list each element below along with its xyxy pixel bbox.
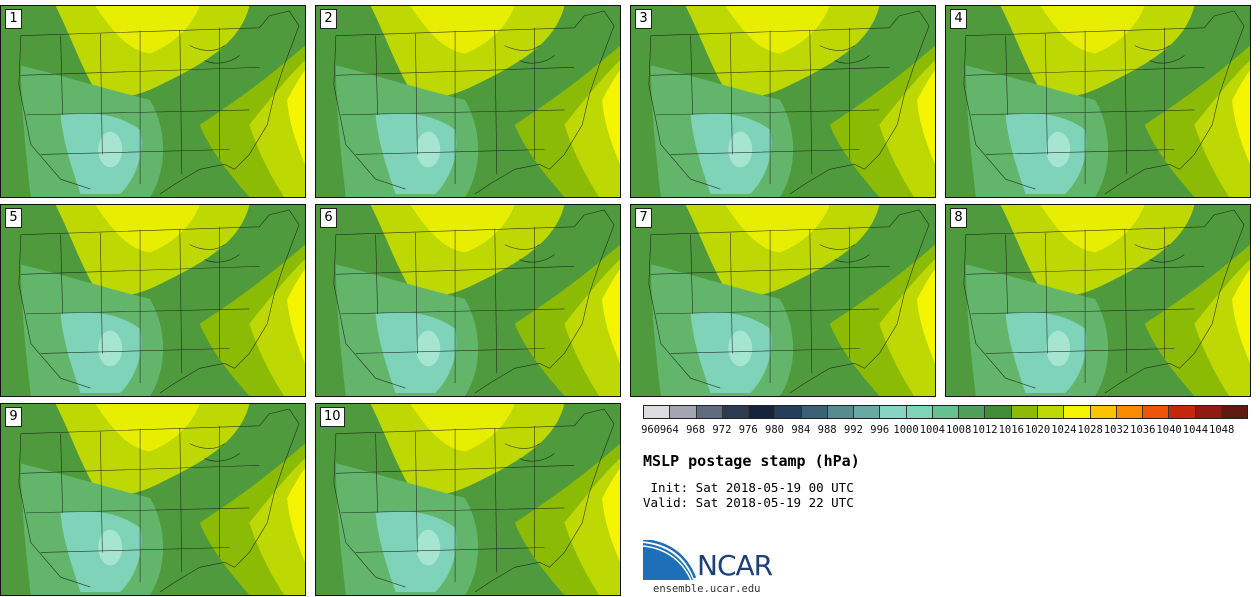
colorbar-cell	[696, 406, 723, 418]
colorbar-tick-label: 1036	[1130, 424, 1156, 436]
colorbar-cell	[749, 406, 776, 418]
colorbar-cell	[722, 406, 750, 418]
panel-label: 10	[320, 407, 345, 427]
colorbar-tick-label: 1012	[972, 424, 998, 436]
ensemble-url: ensemble.ucar.edu	[653, 583, 761, 595]
colorbar-cell	[1143, 406, 1170, 418]
colorbar-cell	[959, 406, 986, 418]
colorbar-cell	[801, 406, 828, 418]
colorbar-tick-label: 1044	[1182, 424, 1209, 436]
map-panel-8: 8	[945, 204, 1251, 397]
colorbar-tick-label: 960	[641, 424, 661, 436]
init-time: Init: Sat 2018-05-19 00 UTC	[643, 480, 854, 495]
colorbar-tick-label: 1004	[919, 424, 945, 436]
colorbar-cell	[1195, 406, 1222, 418]
panel-label: 7	[635, 208, 652, 228]
panel-label: 5	[5, 208, 22, 228]
colorbar-cell	[1169, 406, 1196, 418]
colorbar-tick-label: 1032	[1103, 424, 1130, 436]
colorbar-cell	[1090, 406, 1117, 418]
map-panel-5: 5	[0, 204, 306, 397]
colorbar-tick-label: 996	[870, 424, 890, 436]
panel-label: 6	[320, 208, 337, 228]
colorbar-tick-label: 992	[843, 424, 863, 436]
panel-label: 3	[635, 9, 652, 29]
map-panel-9: 9	[0, 403, 306, 596]
map-panel-3: 3	[630, 5, 936, 198]
map-panel-4: 4	[945, 5, 1251, 198]
colorbar-tick-label: 976	[738, 424, 758, 436]
colorbar-cell	[854, 406, 881, 418]
colorbar-tick-label: 964	[659, 424, 679, 436]
ncar-logo-icon	[643, 540, 697, 581]
map-panel-6: 6	[315, 204, 621, 397]
colorbar-ticks: 960 964 968 972 976 980 984 988 992 996 1000 1004 10…	[641, 424, 1248, 438]
colorbar-cell	[1116, 406, 1144, 418]
colorbar-tick-label: 984	[791, 424, 811, 436]
panel-label: 1	[5, 9, 22, 29]
colorbar-cell	[827, 406, 855, 418]
colorbar-tick-label: 1000	[893, 424, 919, 436]
colorbar-tick-label: 1028	[1077, 424, 1103, 436]
panel-label: 2	[320, 9, 337, 29]
colorbar-tick-label: 980	[765, 424, 784, 436]
colorbar-cell	[906, 406, 933, 418]
valid-time: Valid: Sat 2018-05-19 22 UTC	[643, 495, 854, 510]
colorbar-cell	[775, 406, 802, 418]
map-panel-7: 7	[630, 204, 936, 397]
colorbar-cell	[1221, 406, 1248, 418]
colorbar-tick-label: 1016	[998, 424, 1024, 436]
chart-title: MSLP postage stamp (hPa)	[643, 452, 860, 470]
map-panel-2: 2	[315, 5, 621, 198]
colorbar-tick-label: 1024	[1051, 424, 1077, 436]
map-panel-1: 1	[0, 5, 306, 198]
colorbar	[643, 405, 1248, 419]
colorbar-cell	[1064, 406, 1091, 418]
colorbar-cell	[985, 406, 1012, 418]
colorbar-cell	[1037, 406, 1065, 418]
colorbar-cell	[932, 406, 960, 418]
ncar-logo-text: NCAR	[697, 549, 773, 582]
panel-label: 8	[950, 208, 967, 228]
colorbar-tick-label: 1048	[1209, 424, 1235, 436]
colorbar-cell	[1011, 406, 1038, 418]
panel-label: 4	[950, 9, 967, 29]
panel-label: 9	[5, 407, 22, 427]
map-panel-10: 10	[315, 403, 621, 596]
colorbar-tick-label: 1040	[1156, 424, 1182, 436]
colorbar-cell	[880, 406, 907, 418]
colorbar-tick-label: 972	[712, 424, 732, 436]
colorbar-cell	[644, 406, 671, 418]
colorbar-tick-label: 968	[686, 424, 706, 436]
colorbar-tick-label: 1008	[945, 424, 972, 436]
colorbar-tick-label: 988	[817, 424, 837, 436]
colorbar-cell	[670, 406, 697, 418]
colorbar-tick-label: 1020	[1024, 424, 1051, 436]
